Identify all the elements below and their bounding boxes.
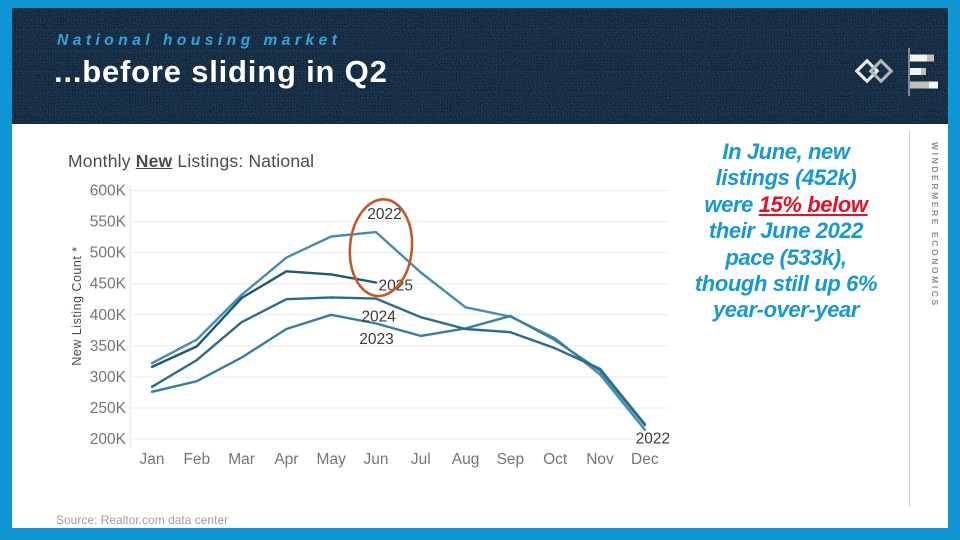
callout-line: year-over-year xyxy=(676,297,896,323)
source-note: Source: Realtor.com data center xyxy=(56,513,229,527)
callout-segment: though still up 6% xyxy=(694,271,878,297)
sidebar-brand-text: WINDERMERE ECONOMICS xyxy=(930,142,940,308)
callout-line: listings (452k) xyxy=(676,165,896,191)
sidebar-divider xyxy=(909,131,910,506)
callout-segment: listings (452k) xyxy=(715,165,857,191)
denim-texture xyxy=(12,8,948,124)
callout-line: were 15% below xyxy=(676,192,896,218)
callout-segment: year-over-year xyxy=(712,297,860,323)
chart-title-prefix: Monthly xyxy=(68,151,136,171)
callout-segment: In June, new xyxy=(722,139,850,164)
economics-bars-logo-icon xyxy=(908,48,938,96)
chart-title-suffix: Listings: National xyxy=(172,151,315,171)
header-eyebrow: National housing market xyxy=(57,32,342,49)
callout-line: pace (533k), xyxy=(676,245,896,271)
chart-title-emphasis: New xyxy=(135,151,173,171)
chart-title: Monthly New Listings: National xyxy=(68,151,314,172)
callout-line: though still up 6% xyxy=(676,271,896,297)
callout-segment: their June 2022 xyxy=(708,218,864,244)
callout-highlight: 15% below xyxy=(758,191,868,217)
callout-line: their June 2022 xyxy=(676,218,896,244)
callout-line: In June, new xyxy=(676,139,896,165)
header-band: National housing market ...before slidin… xyxy=(12,8,948,124)
callout-segment: were xyxy=(704,191,759,217)
callout-segment: pace (533k), xyxy=(725,244,847,270)
windermere-w-logo-icon xyxy=(854,58,894,84)
slide-title: ...before sliding in Q2 xyxy=(54,54,388,89)
callout-text: In June, new listings (452k) were 15% belo… xyxy=(676,139,896,324)
